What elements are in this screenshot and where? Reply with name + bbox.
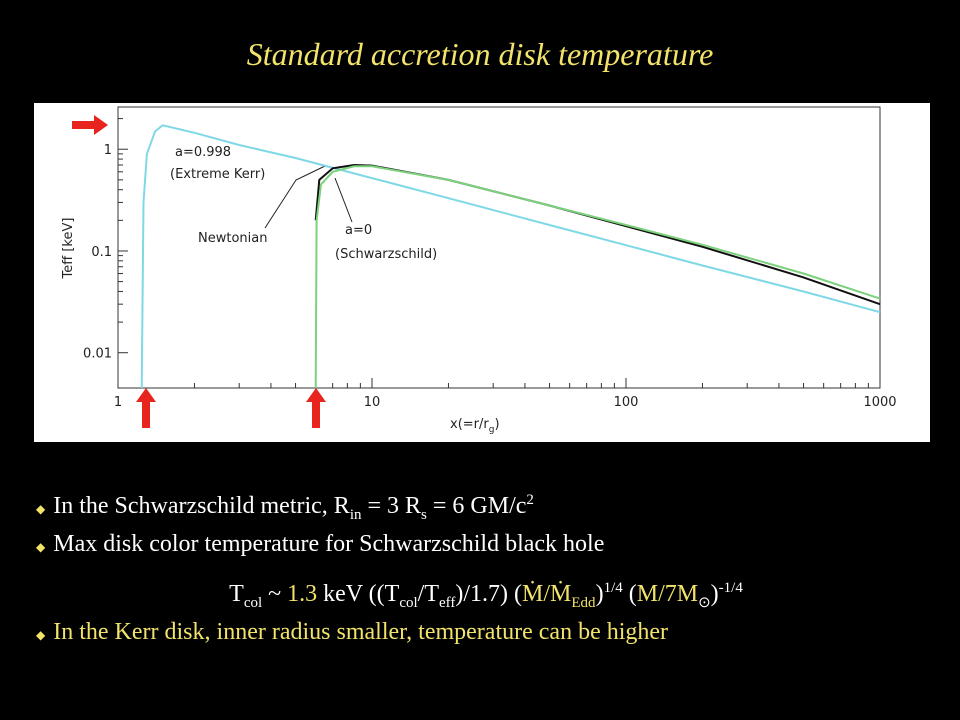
bullet-list: ◆ In the Schwarzschild metric, Rin = 3 Rs… xyxy=(36,478,936,654)
text-segment: 1/4 xyxy=(603,580,623,596)
chart: Teff [keV] x(=r/rg) a=0.998 (Extreme Ker… xyxy=(34,103,930,442)
y-tick-label: 1 xyxy=(104,143,112,158)
text-segment: col xyxy=(399,594,418,611)
plot-frame xyxy=(117,106,881,389)
text-segment: ( xyxy=(622,581,637,607)
text-segment: in xyxy=(349,506,362,523)
x-tick-label: 1000 xyxy=(863,395,896,410)
arrow xyxy=(306,388,326,428)
text-segment: )/1.7) ( xyxy=(455,581,523,607)
text-segment: ⊙ xyxy=(698,594,711,611)
x-label-tail: ) xyxy=(494,417,499,432)
annotation: a=0.998 xyxy=(175,145,231,160)
bullet: ◆ In the Schwarzschild metric, Rin = 3 Rs… xyxy=(36,478,936,523)
series-line xyxy=(140,124,881,389)
bullet: ◆ In the Kerr disk, inner radius smaller,… xyxy=(36,610,936,654)
bullet-marker: ◆ xyxy=(36,502,46,516)
red-arrows xyxy=(72,115,326,428)
text-segment: Edd xyxy=(571,594,596,611)
chart-background xyxy=(34,103,930,442)
text-segment: ~ xyxy=(262,581,288,607)
pointer xyxy=(334,177,353,223)
text-segment: In the Schwarzschild metric, R xyxy=(53,493,350,519)
text-segment: T xyxy=(229,581,244,607)
text-segment: Max disk color temperature for Schwarzsc… xyxy=(53,531,605,557)
text-segment: /T xyxy=(417,581,439,607)
arrow xyxy=(136,388,156,428)
x-tick-label: 10 xyxy=(364,395,381,410)
y-tick-label: 0.1 xyxy=(91,245,112,260)
y-tick-label: 0.01 xyxy=(83,347,112,362)
text-segment: s xyxy=(421,506,427,523)
bullet: Tcol ~ 1.3 keV ((Tcol/Teff)/1.7) (Ṁ/ṀEdd… xyxy=(36,566,936,611)
text-segment: In the Kerr disk, inner radius smaller, … xyxy=(53,619,669,645)
bullet: ◆ Max disk color temperature for Schwarzs… xyxy=(36,522,936,566)
text-segment: ) xyxy=(595,581,604,607)
annotation: (Extreme Kerr) xyxy=(170,167,265,182)
bullet-marker: ◆ xyxy=(36,540,46,554)
arrow xyxy=(72,115,108,135)
x-axis-label: x(=r/rg) xyxy=(450,417,500,435)
x-label-text: x(=r/r xyxy=(450,417,489,432)
text-segment: 2 xyxy=(526,492,534,508)
series-line xyxy=(314,165,881,389)
text-segment: M/7M xyxy=(636,581,699,607)
text-segment: col xyxy=(243,594,263,611)
x-tick-label: 1 xyxy=(114,395,122,410)
pointer xyxy=(264,165,326,229)
slide-title: Standard accretion disk temperature xyxy=(246,36,714,72)
annotation: a=0 xyxy=(345,223,372,238)
pointers xyxy=(264,165,353,229)
bullet-marker: ◆ xyxy=(36,628,46,642)
text-segment: = 6 GM/c xyxy=(426,493,527,519)
annotation: (Schwarzschild) xyxy=(335,247,437,262)
text-segment: eff xyxy=(438,594,456,611)
text-segment: 1.3 xyxy=(287,581,318,607)
text-segment: ) xyxy=(710,581,719,607)
x-label-sub: g xyxy=(489,425,495,435)
text-segment: = 3 R xyxy=(361,493,422,519)
text-segment: keV ((T xyxy=(317,581,400,607)
annotation: Newtonian xyxy=(198,231,267,246)
x-tick-label: 100 xyxy=(614,395,639,410)
text-segment: -1/4 xyxy=(718,580,743,596)
y-axis-label: Teff [keV] xyxy=(61,218,76,280)
text-segment: Ṁ/Ṁ xyxy=(522,581,572,607)
